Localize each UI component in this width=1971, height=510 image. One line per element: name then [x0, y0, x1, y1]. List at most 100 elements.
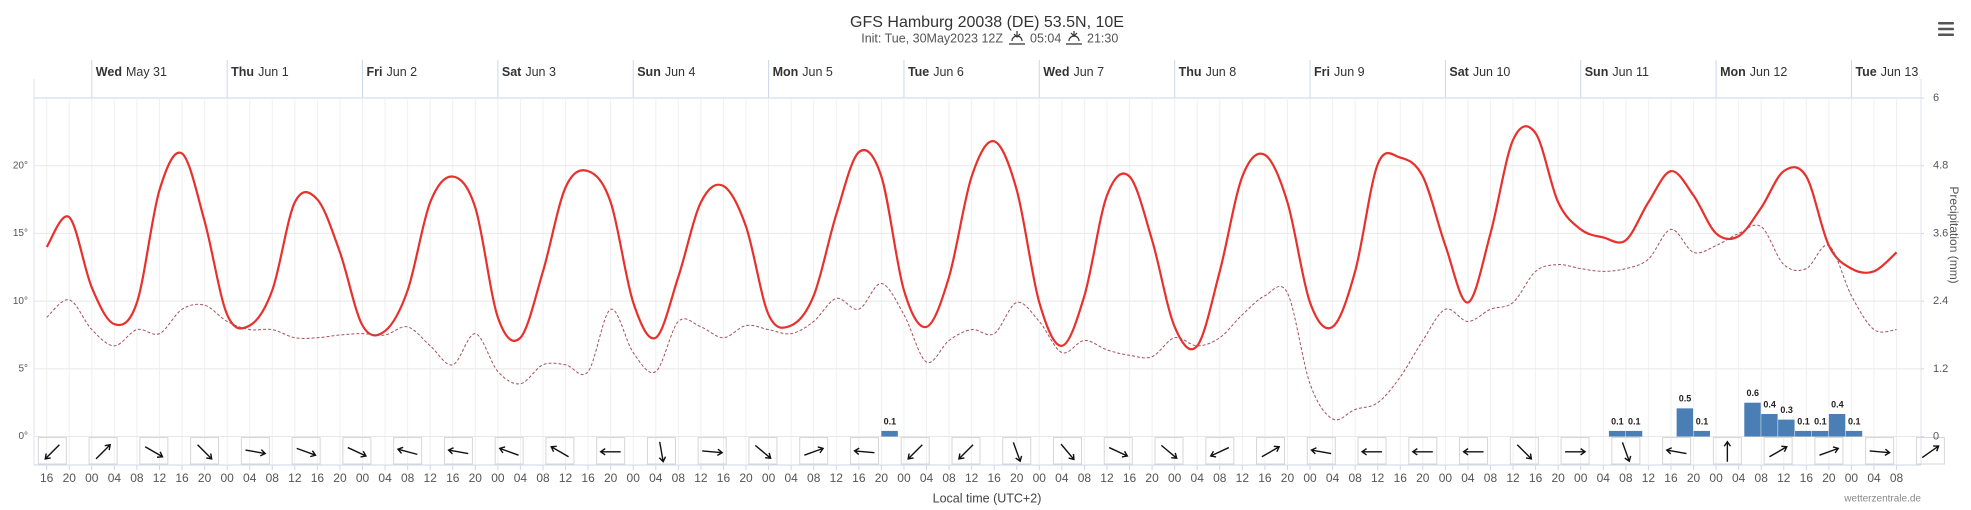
x-tick-label: 04: [1732, 471, 1746, 485]
wind-box: [1459, 437, 1489, 465]
x-axis-title: Local time (UTC+2): [933, 491, 1042, 505]
x-tick-label: 12: [1506, 471, 1520, 485]
y-tick-label: 10°: [13, 296, 28, 307]
x-tick-label: 16: [175, 471, 189, 485]
wind-arrow: [702, 448, 724, 457]
x-tick-label: 00: [85, 471, 99, 485]
wind-arrow: [498, 446, 519, 456]
x-tick-label: 16: [1394, 471, 1408, 485]
x-tick-label: 08: [672, 471, 686, 485]
precipitation-label: 0.1: [1628, 416, 1641, 426]
x-tick-label: 04: [514, 471, 528, 485]
wind-box: [1712, 437, 1742, 465]
day-weekday: Thu: [231, 65, 254, 79]
wind-box: [697, 437, 727, 465]
y2-tick-label: 1.2: [1933, 363, 1948, 375]
marks-layer: [37, 125, 1945, 465]
day-weekday: Tue: [908, 65, 929, 79]
x-tick-label: 08: [1890, 471, 1904, 485]
precipitation-bar: [1744, 402, 1761, 437]
x-tick-label: 04: [920, 471, 934, 485]
x-tick-label: 12: [1642, 471, 1656, 485]
wind-arrow: [1160, 444, 1178, 459]
x-tick-label: 04: [1867, 471, 1881, 485]
x-tick-label: 20: [198, 471, 212, 485]
x-tick-label: 16: [446, 471, 460, 485]
wind-arrow: [1723, 440, 1732, 462]
wind-arrow: [144, 446, 164, 458]
day-label: Fri Jun 9: [1314, 65, 1365, 79]
x-tick-label: 16: [1258, 471, 1272, 485]
day-label: Thu Jun 1: [231, 65, 289, 79]
y-tick-label: 0°: [18, 431, 28, 442]
day-weekday: Wed: [96, 65, 122, 79]
x-tick-label: 20: [604, 471, 618, 485]
x-tick-label: 20: [63, 471, 77, 485]
precipitation-label: 0.1: [1848, 416, 1861, 426]
x-tick-label: 12: [1236, 471, 1250, 485]
x-tick-label: 20: [739, 471, 753, 485]
x-tick-label: 12: [153, 471, 167, 485]
precipitation-bar: [1795, 430, 1812, 437]
wind-arrow: [296, 447, 317, 458]
y2-tick-label: 6: [1933, 92, 1939, 104]
day-label: Tue Jun 6: [908, 65, 964, 79]
precipitation-bar: [1693, 430, 1710, 437]
menu-bar: [1938, 33, 1954, 36]
subtitle: Init: Tue, 30May2023 12Z 05:04 21:30: [861, 31, 1118, 45]
wind-arrow: [44, 444, 60, 460]
wind-box: [1865, 437, 1895, 465]
day-date: Jun 6: [933, 65, 964, 79]
x-tick-label: 20: [875, 471, 889, 485]
day-date: Jun 8: [1206, 65, 1237, 79]
day-date: Jun 12: [1750, 65, 1788, 79]
x-tick-label: 12: [288, 471, 302, 485]
wind-box: [1205, 437, 1235, 465]
precipitation-bar: [1625, 430, 1643, 437]
x-tick-label: 20: [1010, 471, 1024, 485]
x-tick-label: 00: [627, 471, 641, 485]
x-tick-label: 16: [1123, 471, 1137, 485]
wind-arrow: [907, 444, 923, 460]
menu-button[interactable]: [1937, 21, 1955, 37]
day-label: Sat Jun 3: [502, 65, 556, 79]
precipitation-label: 0.4: [1831, 399, 1844, 409]
x-tick-label: 00: [491, 471, 505, 485]
wind-box: [1103, 437, 1133, 465]
precipitation-bar: [1845, 430, 1863, 437]
wind-arrow: [804, 446, 825, 456]
chart-title: GFS Hamburg 20038 (DE) 53.5N, 10E: [850, 14, 1124, 31]
wind-box: [37, 437, 67, 465]
x-tick-label: 20: [469, 471, 483, 485]
wind-box: [1154, 437, 1184, 465]
day-date: Jun 2: [387, 65, 418, 79]
wind-arrow: [1261, 445, 1281, 458]
wind-arrow: [1621, 442, 1632, 463]
y2-axis-title: Precipitation (mm): [1947, 186, 1961, 283]
x-tick-label: 20: [1822, 471, 1836, 485]
precipitation-label: 0.5: [1679, 394, 1692, 404]
x-tick-label: 16: [1529, 471, 1543, 485]
labels-layer: 16 20 00 04 08 12 16 20 00 04 08 12 16 20 00 04 08 12 16 20…: [13, 65, 1948, 485]
day-label: Wed Jun 7: [1043, 65, 1104, 79]
day-date: Jun 4: [665, 65, 696, 79]
wind-arrow: [396, 446, 418, 456]
wind-arrow: [754, 444, 772, 459]
day-label: Mon Jun 12: [1720, 65, 1787, 79]
precipitation-bar: [1811, 430, 1829, 437]
sunrise-time: 05:04: [1030, 31, 1061, 45]
day-label: Fri Jun 2: [367, 65, 418, 79]
day-label: Sat Jun 10: [1449, 65, 1510, 79]
wind-arrow: [447, 447, 469, 455]
day-weekday: Sat: [502, 65, 522, 79]
x-tick-label: 00: [1168, 471, 1182, 485]
day-weekday: Mon: [773, 65, 799, 79]
x-tick-label: 20: [1281, 471, 1295, 485]
day-weekday: Sun: [637, 65, 661, 79]
wind-arrow: [347, 446, 368, 458]
x-tick-label: 00: [1033, 471, 1047, 485]
x-tick-label: 04: [1191, 471, 1205, 485]
wind-box: [1915, 437, 1945, 465]
menu-bar: [1938, 22, 1954, 25]
x-tick-label: 04: [243, 471, 257, 485]
